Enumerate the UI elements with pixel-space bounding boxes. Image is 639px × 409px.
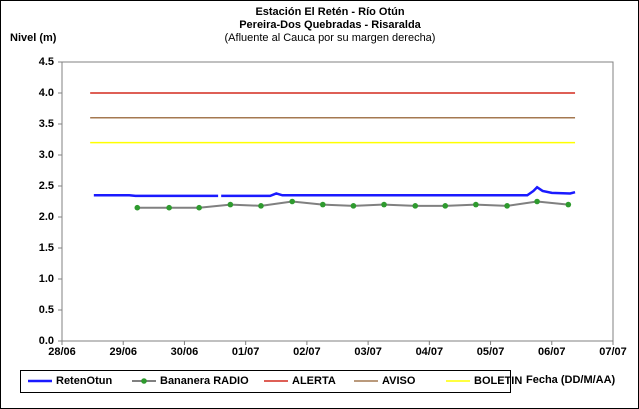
y-tick-label: 4.5	[39, 56, 54, 68]
marker	[350, 203, 357, 209]
marker	[473, 201, 479, 208]
marker	[412, 203, 419, 209]
x-tick-label: 07/07	[599, 346, 627, 358]
legend-marker	[141, 378, 147, 384]
marker	[227, 201, 234, 208]
y-axis-label: Nivel (m)	[10, 32, 57, 44]
x-tick-label: 03/07	[354, 346, 382, 358]
x-tick-label: 02/07	[293, 346, 321, 358]
chart-title: Estación El Retén - Río Otún	[255, 6, 404, 18]
chart-subtitle: Pereira-Dos Quebradas - Risaralda	[239, 19, 421, 31]
x-tick-label: 29/06	[109, 346, 137, 358]
marker	[166, 204, 172, 211]
legend-label: BOLETIN	[474, 375, 522, 387]
x-tick-label: 30/06	[171, 346, 199, 358]
x-tick-label: 01/07	[232, 346, 260, 358]
chart-annotation: (Afluente al Cauca por su margen derecha…	[225, 32, 436, 44]
marker	[442, 203, 449, 209]
x-tick-label: 05/07	[477, 346, 505, 358]
x-axis-label: Fecha (DD/M/AA)	[526, 374, 616, 386]
legend-label: Bananera RADIO	[160, 375, 249, 387]
marker	[504, 203, 510, 209]
x-tick-label: 06/07	[538, 346, 566, 358]
y-tick-label: 0.0	[39, 335, 54, 347]
y-tick-label: 4.0	[39, 87, 54, 99]
y-tick-label: 2.5	[39, 180, 54, 192]
marker	[534, 198, 540, 205]
x-tick-label: 28/06	[48, 346, 76, 358]
marker	[134, 204, 141, 211]
y-tick-label: 1.0	[39, 273, 54, 285]
marker	[320, 201, 326, 208]
series-line	[93, 185, 576, 198]
y-tick-label: 1.5	[39, 242, 54, 254]
marker	[196, 204, 202, 211]
legend-label: AVISO	[382, 375, 416, 387]
marker	[258, 203, 264, 209]
marker	[381, 201, 387, 208]
legend-label: ALERTA	[292, 375, 336, 387]
x-tick-label: 04/07	[416, 346, 444, 358]
y-tick-label: 3.5	[39, 118, 54, 130]
y-tick-label: 2.0	[39, 211, 54, 223]
legend-label: RetenOtun	[56, 375, 113, 387]
y-tick-label: 3.0	[39, 149, 54, 161]
plot-area	[61, 61, 614, 342]
marker	[289, 198, 295, 205]
y-tick-label: 0.5	[39, 304, 54, 316]
marker	[565, 201, 572, 208]
